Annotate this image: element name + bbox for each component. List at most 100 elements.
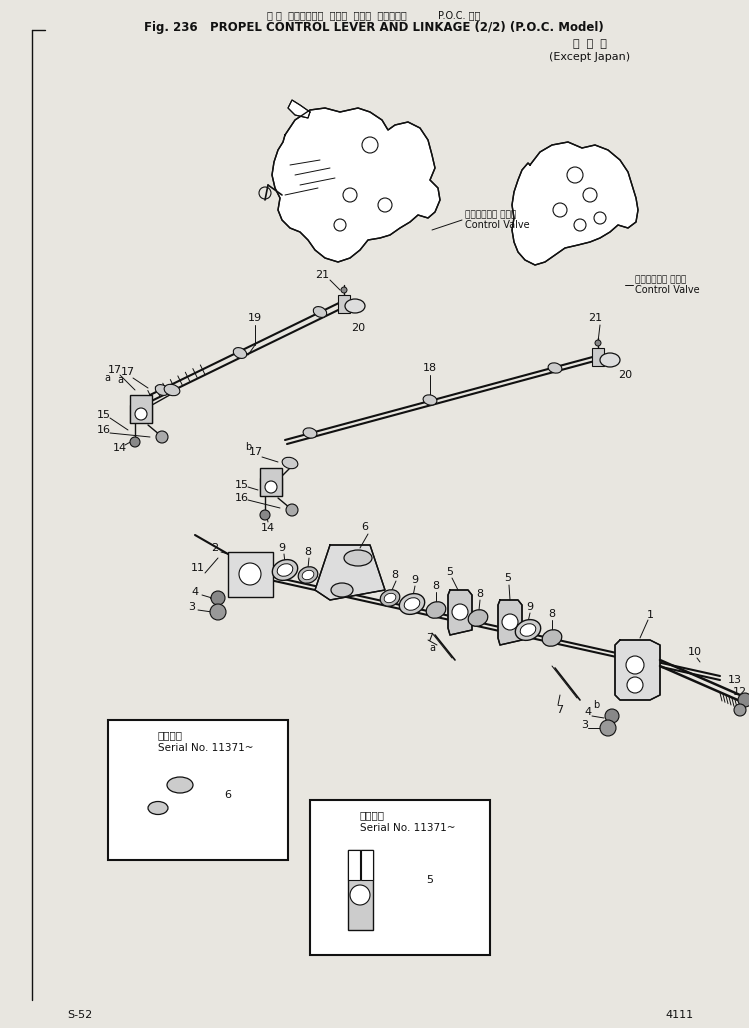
Bar <box>228 552 273 597</box>
Bar <box>108 720 288 860</box>
Text: 8: 8 <box>392 570 398 580</box>
Ellipse shape <box>380 590 400 607</box>
Circle shape <box>452 604 468 620</box>
Text: 17: 17 <box>108 365 122 375</box>
Circle shape <box>350 885 370 905</box>
Ellipse shape <box>344 550 372 566</box>
Ellipse shape <box>164 384 180 396</box>
Circle shape <box>239 563 261 585</box>
Circle shape <box>502 614 518 630</box>
Text: 12: 12 <box>733 687 747 697</box>
Bar <box>348 850 360 880</box>
Text: 4111: 4111 <box>666 1009 694 1020</box>
Text: 5: 5 <box>505 573 512 583</box>
Text: 19: 19 <box>248 313 262 323</box>
Text: 21: 21 <box>588 313 602 323</box>
Text: 5: 5 <box>426 875 434 885</box>
Text: 8: 8 <box>548 609 556 619</box>
Text: 16: 16 <box>97 425 111 435</box>
Bar <box>130 395 152 423</box>
Text: 20: 20 <box>618 370 632 380</box>
Text: b: b <box>245 442 251 452</box>
Ellipse shape <box>303 428 317 438</box>
Text: 4: 4 <box>192 587 198 597</box>
Ellipse shape <box>167 777 193 793</box>
Circle shape <box>211 591 225 605</box>
Ellipse shape <box>426 601 446 618</box>
Polygon shape <box>315 545 385 600</box>
Ellipse shape <box>468 610 488 626</box>
Ellipse shape <box>404 597 419 611</box>
Bar <box>260 468 282 495</box>
Text: 6: 6 <box>225 790 231 800</box>
Bar <box>361 850 373 880</box>
Ellipse shape <box>148 802 168 814</box>
Ellipse shape <box>515 620 541 640</box>
Text: 17: 17 <box>249 447 263 457</box>
Circle shape <box>738 693 749 707</box>
Text: S-52: S-52 <box>67 1009 93 1020</box>
Text: 適用号数: 適用号数 <box>158 730 183 740</box>
Text: Control Valve: Control Valve <box>465 220 530 230</box>
Text: 5: 5 <box>446 567 453 577</box>
Ellipse shape <box>233 347 246 359</box>
Text: a: a <box>117 375 123 386</box>
Ellipse shape <box>277 563 293 577</box>
Polygon shape <box>288 100 310 118</box>
Text: 適用号数: 適用号数 <box>360 810 385 820</box>
Circle shape <box>605 709 619 723</box>
Polygon shape <box>448 590 472 635</box>
Text: 2: 2 <box>211 543 219 553</box>
Circle shape <box>341 287 347 293</box>
Bar <box>348 850 373 930</box>
Text: 8: 8 <box>432 581 440 591</box>
Text: コントロール バルブ: コントロール バルブ <box>635 276 686 285</box>
Circle shape <box>600 720 616 736</box>
Text: Fig. 236   PROPEL CONTROL LEVER AND LINKAGE (2/2) (P.O.C. Model): Fig. 236 PROPEL CONTROL LEVER AND LINKAG… <box>144 22 604 35</box>
Circle shape <box>626 656 644 674</box>
Text: Serial No. 11371~: Serial No. 11371~ <box>158 743 253 752</box>
Ellipse shape <box>302 571 314 580</box>
Circle shape <box>130 437 140 447</box>
Ellipse shape <box>331 583 353 597</box>
Circle shape <box>265 481 277 493</box>
Text: 7: 7 <box>557 705 563 715</box>
Ellipse shape <box>282 457 298 469</box>
Circle shape <box>734 704 746 715</box>
Text: 14: 14 <box>113 443 127 453</box>
Text: 15: 15 <box>235 480 249 490</box>
Polygon shape <box>615 640 660 700</box>
Text: 11: 11 <box>191 563 205 573</box>
Ellipse shape <box>384 593 395 602</box>
Text: a: a <box>429 642 435 653</box>
Text: 4: 4 <box>584 707 592 717</box>
Circle shape <box>210 604 226 620</box>
Ellipse shape <box>155 384 169 396</box>
Ellipse shape <box>423 395 437 405</box>
Text: 10: 10 <box>688 647 702 657</box>
Text: 3: 3 <box>189 602 195 612</box>
Text: 1: 1 <box>646 610 653 620</box>
Text: 6: 6 <box>362 522 369 533</box>
Text: 9: 9 <box>527 602 533 612</box>
Ellipse shape <box>521 624 536 636</box>
Text: a: a <box>104 373 110 383</box>
Ellipse shape <box>345 299 365 313</box>
Text: 8: 8 <box>304 547 312 557</box>
Text: 14: 14 <box>261 523 275 533</box>
Ellipse shape <box>600 353 620 367</box>
Text: 21: 21 <box>315 270 329 280</box>
Polygon shape <box>498 600 522 645</box>
Text: Control Valve: Control Valve <box>635 285 700 295</box>
Text: 18: 18 <box>423 363 437 373</box>
Ellipse shape <box>548 363 562 373</box>
Ellipse shape <box>273 559 297 581</box>
Ellipse shape <box>542 630 562 647</box>
Text: 16: 16 <box>235 493 249 503</box>
Circle shape <box>135 408 147 420</box>
Bar <box>592 348 604 366</box>
Text: 17: 17 <box>121 367 135 377</box>
Text: 20: 20 <box>351 323 365 333</box>
Bar <box>338 295 350 313</box>
Circle shape <box>260 510 270 520</box>
